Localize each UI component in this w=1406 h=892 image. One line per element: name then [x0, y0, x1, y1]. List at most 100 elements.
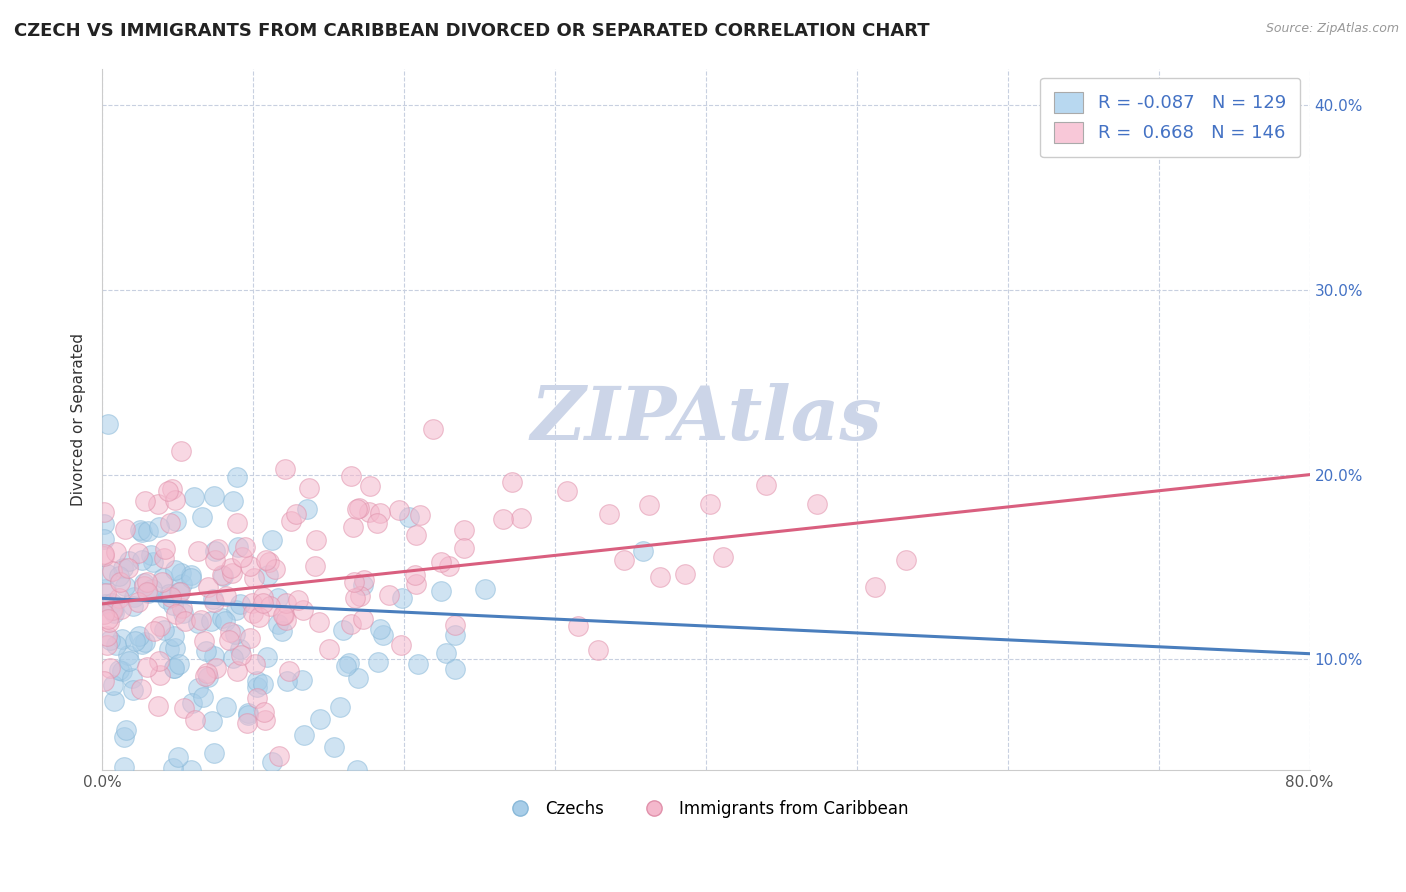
Point — [136, 660, 159, 674]
Point — [277, 664, 299, 678]
Point — [806, 497, 828, 511]
Point — [367, 655, 389, 669]
Point — [359, 505, 381, 519]
Point — [160, 591, 183, 605]
Point — [699, 497, 721, 511]
Point — [211, 568, 233, 582]
Point — [501, 475, 523, 490]
Point — [405, 527, 427, 541]
Point — [141, 582, 163, 597]
Point — [304, 558, 326, 573]
Point — [339, 657, 361, 671]
Point — [96, 567, 118, 582]
Point — [271, 608, 294, 623]
Point — [388, 503, 411, 517]
Point — [422, 422, 444, 436]
Point — [173, 701, 195, 715]
Point — [112, 730, 135, 744]
Point — [246, 674, 269, 689]
Point — [205, 661, 228, 675]
Point — [229, 648, 252, 662]
Point — [273, 608, 295, 623]
Point — [366, 516, 388, 531]
Point — [222, 651, 245, 665]
Point — [131, 681, 153, 696]
Point — [160, 482, 183, 496]
Point — [291, 673, 314, 688]
Legend: Czechs, Immigrants from Caribbean: Czechs, Immigrants from Caribbean — [496, 794, 915, 825]
Point — [108, 663, 131, 677]
Point — [157, 641, 180, 656]
Point — [183, 714, 205, 728]
Y-axis label: Divorced or Separated: Divorced or Separated — [72, 333, 86, 506]
Point — [148, 520, 170, 534]
Point — [353, 574, 375, 588]
Point — [713, 550, 735, 565]
Point — [149, 619, 172, 633]
Point — [134, 579, 156, 593]
Point — [370, 622, 392, 636]
Point — [257, 568, 280, 582]
Point — [346, 501, 368, 516]
Point — [122, 683, 145, 698]
Point — [93, 674, 115, 689]
Point — [128, 629, 150, 643]
Point — [262, 756, 284, 770]
Point — [93, 505, 115, 519]
Point — [118, 554, 141, 568]
Point — [152, 550, 174, 565]
Point — [444, 617, 467, 632]
Point — [243, 571, 266, 585]
Point — [124, 634, 146, 648]
Point — [112, 760, 135, 774]
Point — [131, 637, 153, 651]
Point — [111, 665, 134, 679]
Point — [398, 510, 420, 524]
Point — [235, 716, 257, 731]
Point — [297, 501, 319, 516]
Point — [318, 641, 340, 656]
Point — [98, 661, 121, 675]
Point — [165, 492, 187, 507]
Point — [101, 603, 124, 617]
Point — [359, 478, 381, 492]
Point — [180, 571, 202, 585]
Point — [637, 498, 659, 512]
Point — [153, 623, 176, 637]
Point — [201, 714, 224, 728]
Point — [97, 612, 120, 626]
Point — [97, 417, 120, 432]
Point — [114, 522, 136, 536]
Point — [235, 541, 257, 555]
Point — [673, 566, 696, 581]
Point — [259, 555, 281, 569]
Point — [211, 611, 233, 625]
Point — [434, 646, 457, 660]
Point — [114, 579, 136, 593]
Point — [755, 478, 778, 492]
Point — [322, 739, 344, 754]
Point — [118, 654, 141, 668]
Point — [229, 642, 252, 657]
Point — [156, 592, 179, 607]
Point — [152, 571, 174, 585]
Point — [229, 597, 252, 611]
Point — [96, 629, 118, 643]
Point — [127, 546, 149, 560]
Point — [329, 700, 352, 714]
Point — [404, 568, 426, 582]
Point — [94, 582, 117, 596]
Point — [101, 602, 124, 616]
Point — [195, 643, 218, 657]
Point — [96, 639, 118, 653]
Point — [180, 567, 202, 582]
Point — [305, 533, 328, 547]
Point — [221, 566, 243, 580]
Point — [190, 509, 212, 524]
Point — [93, 549, 115, 563]
Point — [163, 660, 186, 674]
Point — [246, 680, 269, 694]
Point — [291, 602, 314, 616]
Point — [139, 548, 162, 562]
Point — [200, 615, 222, 629]
